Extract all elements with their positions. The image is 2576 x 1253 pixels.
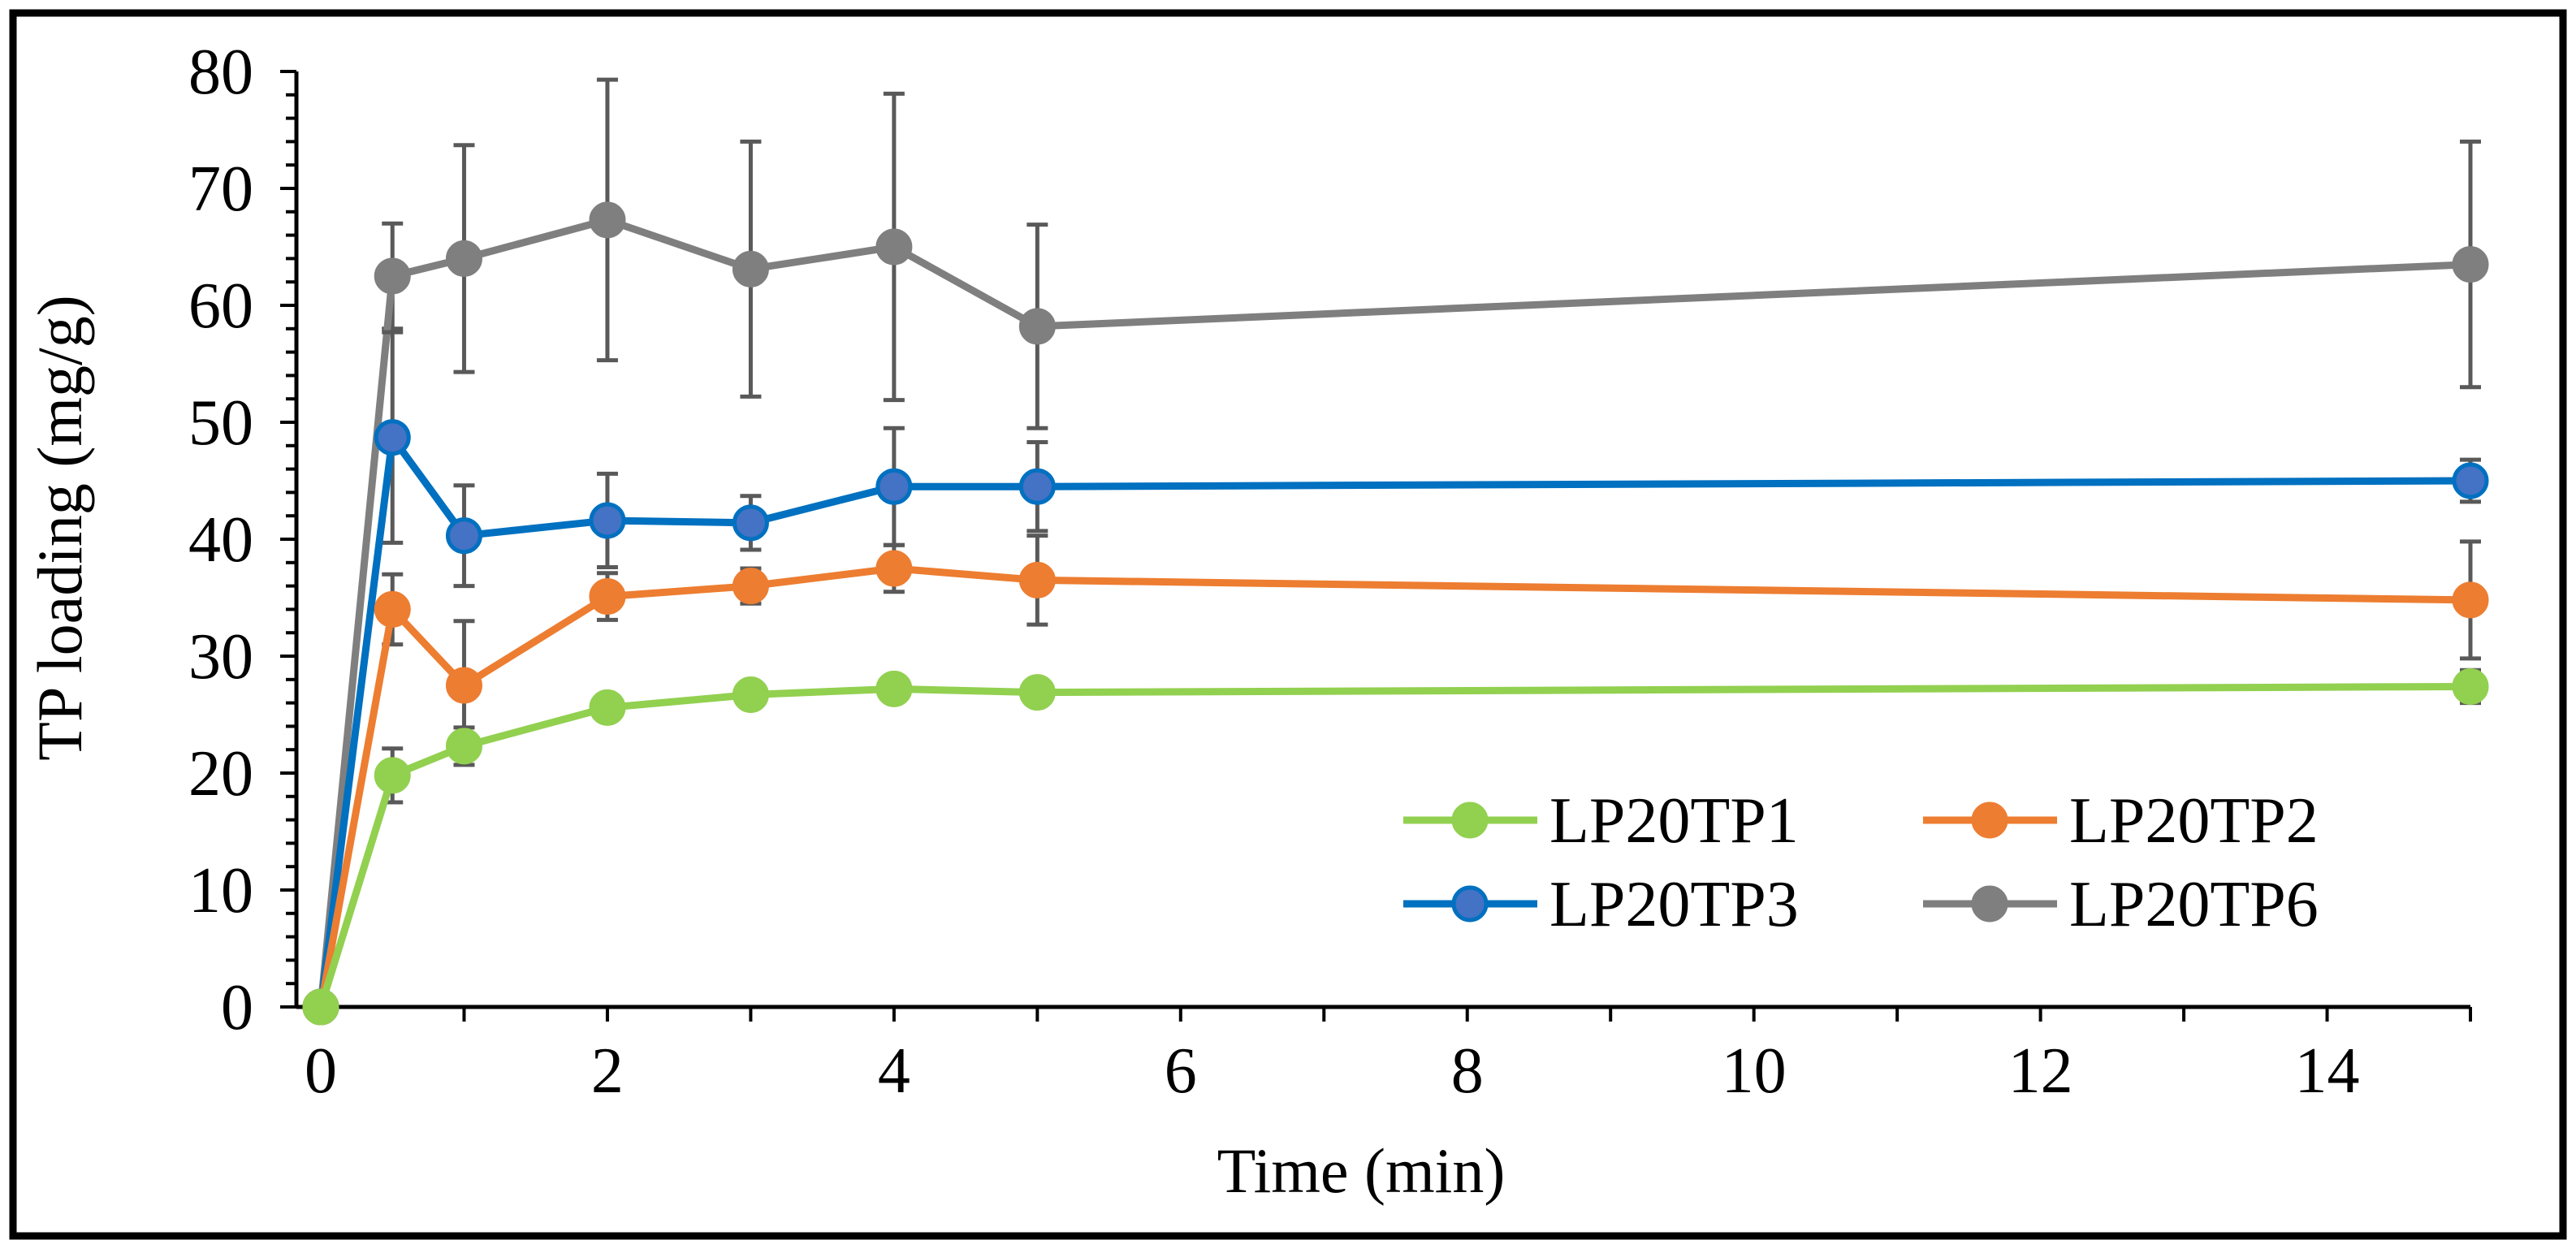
data-point: [445, 517, 482, 555]
x-tick-label: 2: [591, 1035, 624, 1107]
data-point: [732, 250, 769, 287]
data-point: [374, 757, 411, 794]
data-point: [589, 578, 626, 616]
series-LP20TP3: [302, 330, 2489, 1026]
legend: LP20TP1 LP20TP2 LP20TP3 LP20TP6: [1403, 785, 2319, 940]
y-axis-label: TP loading (mg/g): [24, 295, 95, 760]
x-tick-label: 12: [2008, 1035, 2073, 1107]
legend-item: LP20TP1: [1403, 785, 1799, 857]
y-tick-label: 30: [188, 621, 253, 693]
y-tick-label: 10: [188, 855, 253, 927]
data-point: [875, 228, 913, 266]
y-tick-label: 40: [188, 504, 253, 576]
data-point: [732, 568, 769, 605]
data-point: [1018, 674, 1056, 711]
data-point: [732, 676, 769, 714]
y-tick-label: 60: [188, 270, 253, 342]
legend-item: LP20TP2: [1923, 785, 2319, 857]
y-tick-label: 80: [188, 37, 253, 108]
legend-label: LP20TP6: [2069, 869, 2319, 940]
x-tick-label: 0: [305, 1035, 337, 1107]
data-point: [374, 419, 411, 456]
x-tick-label: 4: [878, 1035, 910, 1107]
legend-label: LP20TP2: [2069, 785, 2319, 857]
data-point: [445, 240, 482, 277]
x-tick-label: 14: [2295, 1035, 2360, 1107]
data-point: [445, 728, 482, 765]
data-point: [445, 667, 482, 704]
data-point: [589, 689, 626, 726]
data-point: [2452, 668, 2489, 705]
data-point: [1018, 468, 1056, 505]
legend-marker: [1971, 885, 2008, 922]
x-tick-label: 8: [1451, 1035, 1484, 1107]
data-point: [875, 670, 913, 707]
y-axis-ticks: 0 10 20 30 40 50 60 70 80: [188, 37, 296, 1043]
chart-border: [9, 9, 2567, 1240]
data-point: [589, 201, 626, 239]
data-point: [2452, 246, 2489, 283]
series-LP20TP2: [302, 534, 2489, 1026]
y-tick-label: 0: [221, 972, 253, 1043]
series-layer: [302, 77, 2489, 1026]
data-point: [875, 550, 913, 587]
data-point: [1018, 308, 1056, 345]
y-tick-label: 20: [188, 738, 253, 810]
x-tick-label: 10: [1722, 1035, 1787, 1107]
legend-marker: [1451, 885, 1489, 922]
data-point: [589, 502, 626, 539]
y-tick-label: 50: [188, 387, 253, 459]
legend-label: LP20TP3: [1549, 869, 1799, 940]
legend-item: LP20TP6: [1923, 869, 2319, 940]
legend-label: LP20TP1: [1549, 785, 1799, 857]
y-tick-label: 70: [188, 153, 253, 225]
legend-marker: [1451, 801, 1489, 839]
data-point: [374, 257, 411, 295]
data-point: [875, 468, 913, 505]
x-tick-label: 6: [1165, 1035, 1197, 1107]
series-LP20TP1: [302, 668, 2489, 1026]
data-point: [1018, 561, 1056, 598]
data-point: [374, 590, 411, 628]
series-line: [317, 434, 2471, 1008]
x-axis-label: Time (min): [1217, 1135, 1506, 1206]
data-point: [732, 504, 769, 542]
data-point: [302, 988, 339, 1026]
legend-marker: [1971, 801, 2008, 839]
legend-item: LP20TP3: [1403, 869, 1799, 940]
data-point: [2452, 581, 2489, 619]
data-point: [2452, 462, 2489, 499]
